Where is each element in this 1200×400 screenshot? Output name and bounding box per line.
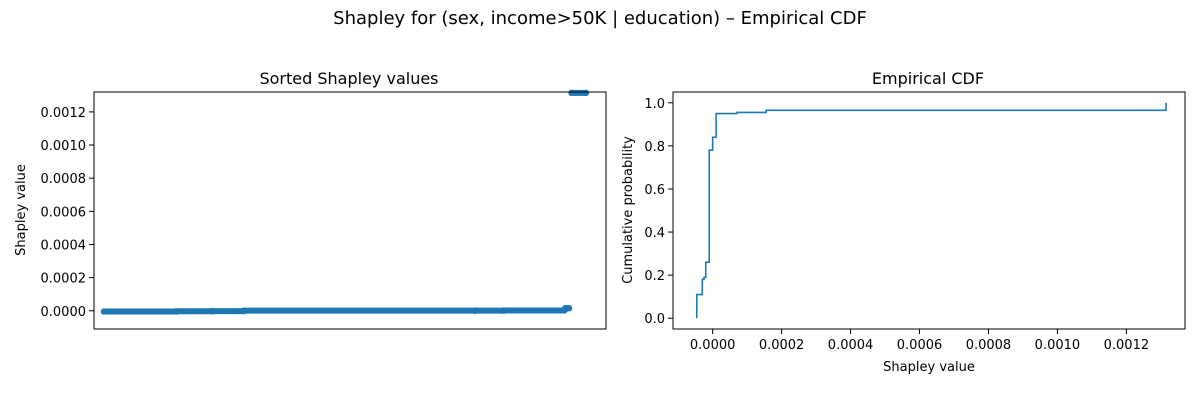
left-series <box>100 89 590 315</box>
left-data-point <box>209 307 216 315</box>
left-y-tick-label: 0.0004 <box>41 238 87 253</box>
right-x-tick-label: 0.0010 <box>1035 338 1081 353</box>
right-x-tick-label: 0.0000 <box>690 338 736 353</box>
left-data-point <box>100 308 108 315</box>
left-data-point <box>582 89 590 97</box>
right-y-tick-label: 0.6 <box>644 183 665 198</box>
left-y-axis-label: Shapley value <box>14 164 29 256</box>
right-y-tick-label: 0.4 <box>644 226 665 241</box>
left-axes-frame <box>93 91 607 330</box>
right-y-axis-label: Cumulative probability <box>621 136 636 284</box>
right-series <box>695 102 1167 319</box>
right-x-tick-label: 0.0002 <box>759 338 805 353</box>
right-plot-title: Empirical CDF <box>872 69 984 88</box>
left-data-point <box>500 307 508 314</box>
right-axes-ticks: 0.0000 0.0002 0.0004 0.0006 0.0008 0.0010 0.00… <box>644 97 1149 353</box>
left-y-tick-label: 0.0008 <box>41 172 87 187</box>
right-x-tick-label: 0.0004 <box>828 338 874 353</box>
left-data-point <box>240 307 247 314</box>
left-plot-title: Sorted Shapley values <box>259 69 438 88</box>
right-subplot: Empirical CDF 0.0000 0.0002 0.0004 0.0006 0.… <box>621 69 1186 375</box>
right-y-tick-label: 0.8 <box>644 140 665 155</box>
right-y-tick-label: 0.2 <box>644 269 665 284</box>
left-data-point <box>471 307 479 314</box>
right-y-tick-label: 1.0 <box>644 97 665 112</box>
left-data-point <box>568 89 575 97</box>
left-y-tick-label: 0.0012 <box>41 106 87 121</box>
right-x-tick-label: 0.0012 <box>1104 338 1150 353</box>
left-y-tick-label: 0.0002 <box>41 272 87 287</box>
left-y-tick-label: 0.0000 <box>41 305 87 320</box>
left-y-tick-label: 0.0010 <box>41 139 87 154</box>
left-subplot: Sorted Shapley values 0.0000 0.0002 0.0004… <box>14 69 607 330</box>
right-x-axis-label: Shapley value <box>883 360 975 375</box>
left-data-point <box>173 308 180 315</box>
left-y-axis: 0.0000 0.0002 0.0004 0.0006 0.0008 0.0010 0.00… <box>41 106 94 320</box>
right-y-tick-label: 0.0 <box>644 312 665 327</box>
cdf-step-line <box>695 102 1167 319</box>
left-data-point <box>565 305 573 312</box>
right-x-tick-label: 0.0008 <box>966 338 1012 353</box>
right-axes-frame <box>672 91 1186 330</box>
left-y-tick-label: 0.0006 <box>41 205 87 220</box>
figure-title: Shapley for (sex, income>50K | education… <box>333 8 867 29</box>
right-x-tick-label: 0.0006 <box>897 338 943 353</box>
